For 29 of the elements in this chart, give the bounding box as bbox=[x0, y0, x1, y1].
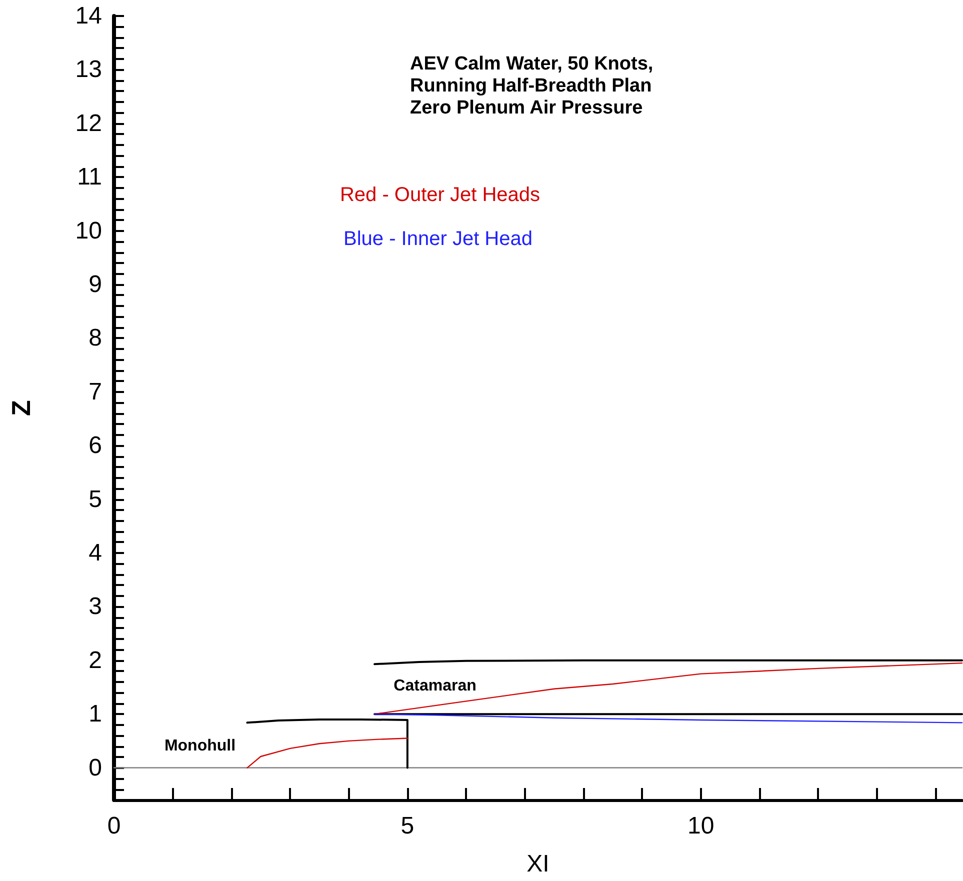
line-series bbox=[246, 738, 408, 768]
annotation: Blue - Inner Jet Head bbox=[344, 228, 532, 250]
y-tick-label: 3 bbox=[88, 593, 102, 620]
y-tick-label: 12 bbox=[75, 110, 102, 137]
text: AEV Calm Water, 50 Knots, Running Half-Breadth Plan Zero Plenum Air Pressure bbox=[410, 54, 654, 118]
line-series bbox=[246, 718, 408, 769]
annotation: Catamaran bbox=[394, 678, 476, 694]
x-axis-title: XI bbox=[526, 850, 550, 878]
line-series bbox=[374, 662, 963, 715]
y-tick-label: 5 bbox=[88, 486, 102, 513]
y-tick-label: 6 bbox=[88, 432, 102, 460]
annotation: Monohull bbox=[164, 738, 236, 754]
x-tick-label: 10 bbox=[688, 812, 714, 840]
annotation: Red - Outer Jet Heads bbox=[340, 184, 540, 206]
y-tick-label: 0 bbox=[88, 754, 102, 782]
y-tick-label: 4 bbox=[88, 539, 102, 566]
y-tick-label: 11 bbox=[77, 164, 102, 191]
line-series bbox=[374, 713, 963, 724]
x-tick-label: 0 bbox=[107, 812, 121, 840]
y-tick-label: 13 bbox=[75, 56, 102, 84]
y-tick-label: 14 bbox=[75, 2, 102, 30]
y-tick-label: 1 bbox=[88, 700, 102, 728]
y-tick-label: 7 bbox=[88, 378, 102, 406]
y-tick-label: 8 bbox=[88, 324, 102, 352]
y-tick-label: 2 bbox=[88, 646, 102, 674]
y-axis-title: Z bbox=[6, 400, 36, 416]
x-tick-label: 5 bbox=[400, 812, 414, 840]
y-tick-label: 10 bbox=[75, 217, 102, 244]
y-tick-label: 9 bbox=[88, 270, 102, 298]
